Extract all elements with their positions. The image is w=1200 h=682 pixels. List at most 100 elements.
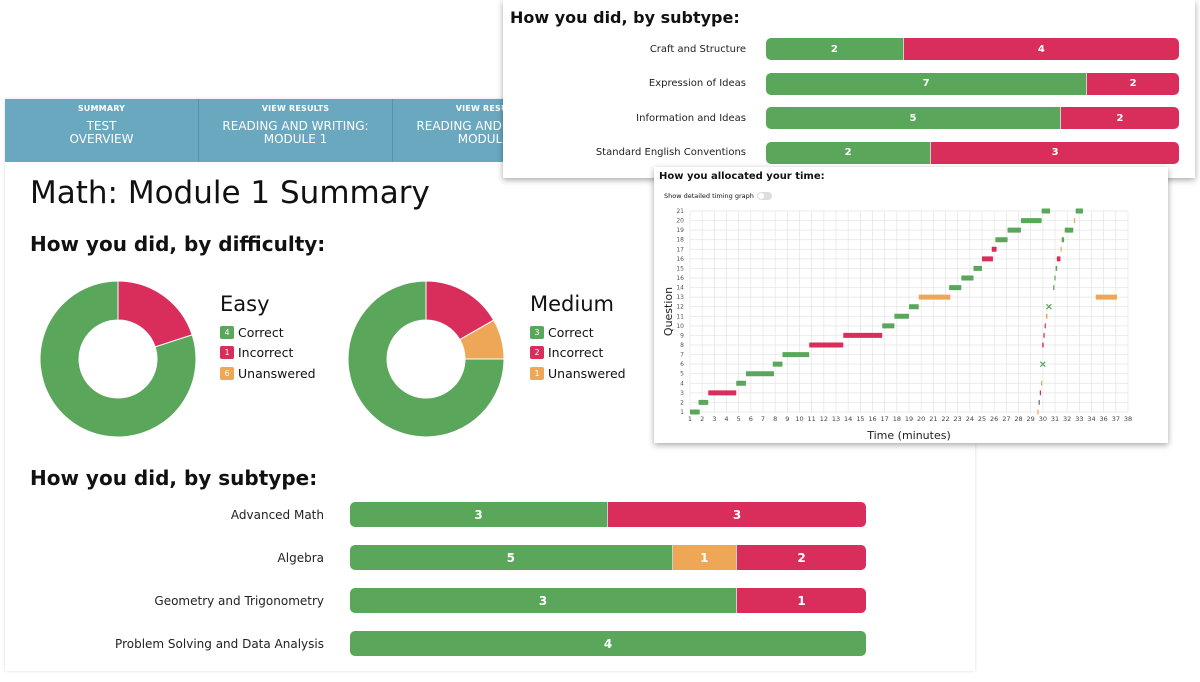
timing-segment-incorrect[interactable]: [1043, 332, 1045, 338]
bar-segment-incorrect[interactable]: 2: [1061, 107, 1179, 129]
legend-item-correct: 4 Correct: [220, 322, 316, 343]
timing-segment-correct[interactable]: [882, 323, 895, 329]
medium-donut-chart: [347, 280, 505, 438]
timing-segment-neutral[interactable]: [1038, 399, 1040, 405]
x-tick-label: 36: [1100, 415, 1108, 423]
donut-slice-correct: [347, 280, 505, 438]
bar-segment-incorrect[interactable]: 2: [1087, 72, 1179, 95]
legend-label: Unanswered: [238, 365, 316, 381]
page-title: Math: Module 1 Summary: [30, 175, 430, 211]
timing-segment-incorrect[interactable]: [1042, 342, 1044, 348]
timing-segment-incorrect[interactable]: [708, 390, 737, 396]
y-tick-label: 14: [676, 285, 684, 292]
bar-segment-correct[interactable]: 4: [350, 631, 866, 656]
tab-reading-writing-module-1[interactable]: VIEW RESULTS READING AND WRITING: MODULE…: [199, 99, 393, 162]
timing-segment-incorrect[interactable]: [1056, 256, 1061, 262]
y-tick-label: 4: [680, 380, 684, 387]
bar-segment-incorrect[interactable]: 4: [903, 38, 1179, 60]
subtype-row: Algebra 5 1 2: [5, 545, 866, 570]
detailed-timing-toggle[interactable]: [756, 192, 772, 200]
y-tick-label: 10: [676, 323, 684, 330]
y-tick-label: 6: [680, 361, 684, 368]
timing-segment-correct[interactable]: [690, 409, 700, 415]
timing-segment-incorrect[interactable]: [991, 246, 997, 252]
timing-segment-correct[interactable]: [961, 275, 974, 281]
medium-legend: Medium 3 Correct 2 Incorrect 1 Unanswered: [530, 292, 626, 384]
bar-segment-incorrect[interactable]: 3: [931, 141, 1179, 164]
timing-segment-incorrect[interactable]: [982, 256, 993, 262]
timing-segment-unanswered[interactable]: [1073, 218, 1076, 224]
timing-segment-correct[interactable]: [772, 361, 783, 367]
timing-segment-correct[interactable]: [1041, 208, 1051, 214]
timing-segment-correct[interactable]: [1007, 227, 1021, 233]
legend-count-badge: 2: [530, 346, 544, 360]
y-tick-label: 11: [676, 313, 684, 320]
timing-segment-correct[interactable]: [894, 313, 909, 319]
timing-segment-correct[interactable]: [949, 285, 962, 291]
bar-segment-incorrect[interactable]: 2: [737, 545, 866, 570]
timing-segment-unanswered[interactable]: [1060, 246, 1062, 252]
timing-segment-correct[interactable]: [1061, 237, 1065, 243]
legend-count-badge: 6: [220, 366, 234, 380]
timing-segment-correct[interactable]: [745, 371, 774, 377]
timing-segment-incorrect[interactable]: [1039, 390, 1042, 396]
timing-segment-unanswered[interactable]: [1041, 380, 1043, 386]
timing-segment-incorrect[interactable]: [843, 332, 883, 338]
bar-segment-unanswered[interactable]: 1: [672, 545, 737, 570]
timing-segment-correct[interactable]: [1053, 285, 1055, 291]
timing-segment-correct[interactable]: [782, 352, 810, 358]
x-tick-label: 34: [1087, 415, 1095, 423]
y-tick-label: 1: [680, 409, 684, 416]
tab-test-overview[interactable]: SUMMARY TEST OVERVIEW: [5, 99, 199, 162]
legend-label: Unanswered: [548, 365, 626, 381]
timing-segment-unanswered[interactable]: [1095, 294, 1118, 300]
bar-segment-incorrect[interactable]: 1: [737, 588, 866, 613]
bar-segment-correct[interactable]: 5: [766, 107, 1061, 129]
toggle-label: Show detailed timing graph: [664, 192, 754, 200]
y-tick-label: 15: [676, 265, 684, 272]
subtype-row: Geometry and Trigonometry 3 1: [5, 588, 866, 613]
subtype-row: Craft and Structure 2 4: [503, 38, 1179, 60]
bar-segment-correct[interactable]: 2: [766, 141, 932, 164]
bar-segment-correct[interactable]: 5: [350, 545, 673, 570]
x-tick-label: 37: [1112, 415, 1120, 423]
timing-segment-unanswered[interactable]: [918, 294, 951, 300]
bar-segment-correct[interactable]: 3: [350, 502, 608, 527]
bar-segment-correct[interactable]: 3: [350, 588, 737, 613]
x-tick-label: 33: [1075, 415, 1083, 423]
timing-segment-incorrect[interactable]: [809, 342, 844, 348]
legend-item-unanswered: 6 Unanswered: [220, 363, 316, 384]
timing-segment-correct[interactable]: [909, 304, 919, 310]
timing-segment-correct[interactable]: [1075, 208, 1083, 214]
timing-segment-incorrect[interactable]: [1044, 323, 1046, 329]
timing-segment-correct[interactable]: [1054, 275, 1056, 281]
subtype-row: Advanced Math 3 3: [5, 502, 866, 527]
timing-segment-correct[interactable]: [1055, 265, 1058, 271]
timing-segment-unanswered[interactable]: [1045, 313, 1048, 319]
y-tick-label: 16: [676, 256, 684, 263]
bar-segment-correct[interactable]: 2: [766, 38, 904, 60]
y-tick-label: 5: [680, 371, 684, 378]
x-tick-label: 19: [905, 415, 913, 423]
x-axis-label: Time (minutes): [866, 429, 951, 442]
x-tick-label: 27: [1002, 415, 1010, 423]
x-tick-label: 23: [954, 415, 962, 423]
bar-segment-correct[interactable]: 7: [766, 72, 1088, 95]
timing-segment-unanswered[interactable]: [1037, 409, 1039, 415]
bar-segment-incorrect[interactable]: 3: [608, 502, 866, 527]
y-tick-label: 19: [676, 227, 684, 234]
timing-segment-correct[interactable]: [1020, 218, 1042, 224]
x-tick-label: 32: [1063, 415, 1071, 423]
timing-segment-correct[interactable]: [736, 380, 746, 386]
timing-marker-x-icon: [1039, 361, 1046, 368]
subtype-bar: 4: [350, 631, 866, 656]
timing-segment-correct[interactable]: [973, 265, 982, 271]
timing-segment-correct[interactable]: [698, 399, 709, 405]
timing-segment-correct[interactable]: [1064, 227, 1074, 233]
timing-segment-correct[interactable]: [995, 237, 1008, 243]
x-tick-label: 11: [808, 415, 816, 423]
x-tick-label: 12: [820, 415, 828, 423]
